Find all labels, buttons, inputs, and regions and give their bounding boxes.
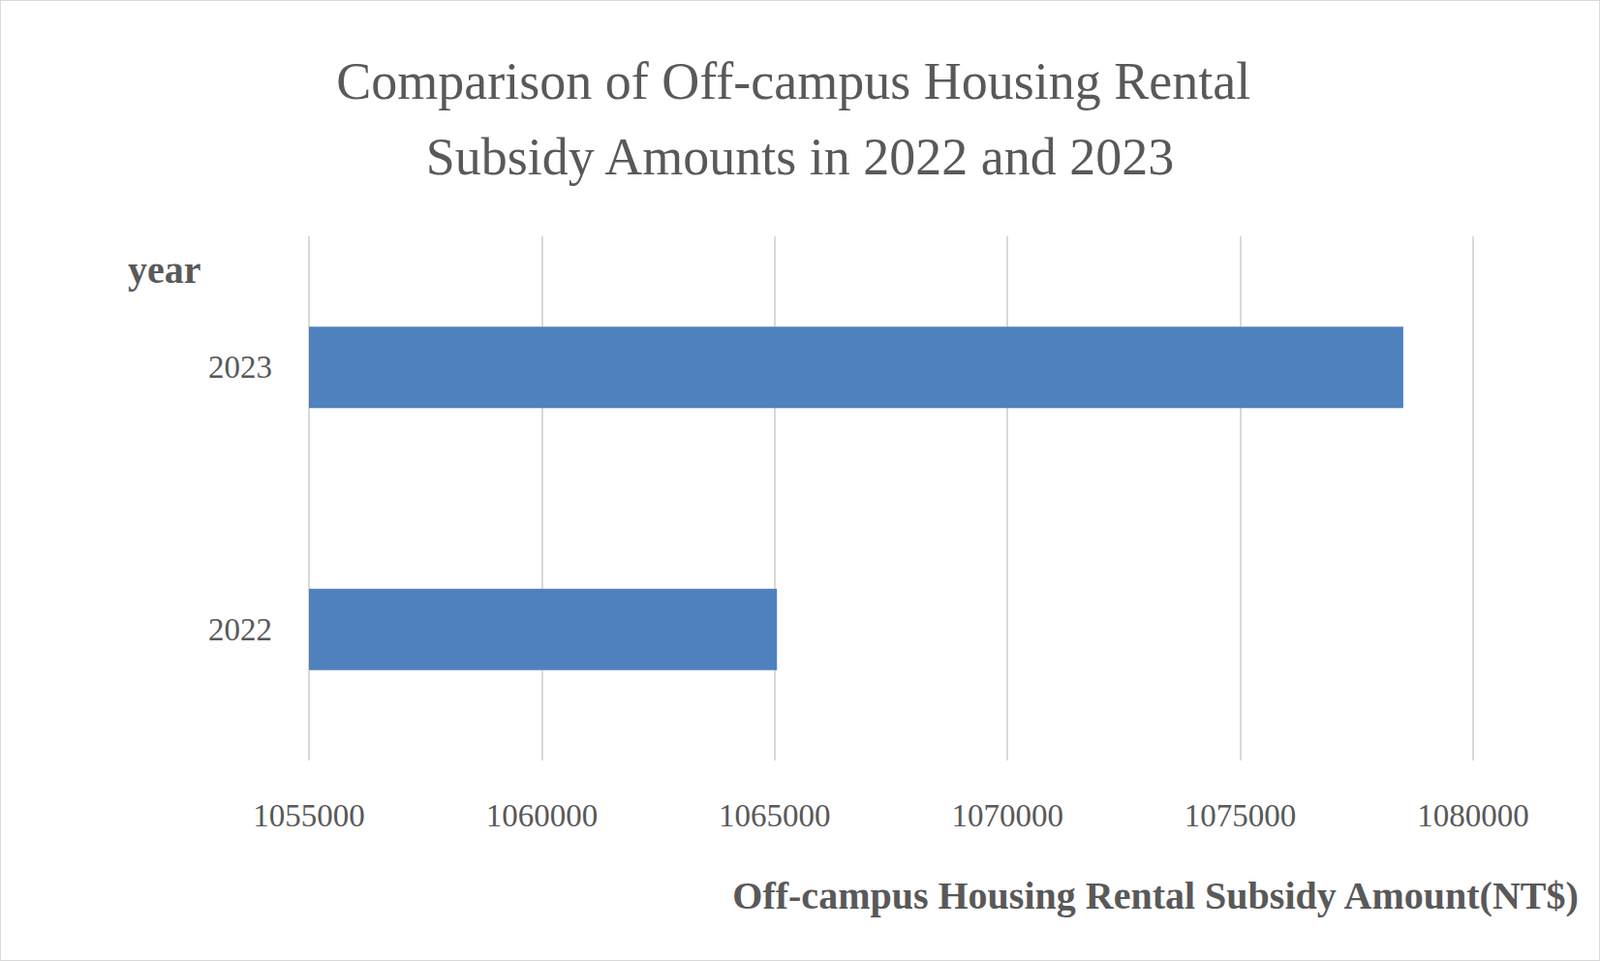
svg-text:2023: 2023 [208, 349, 273, 385]
svg-text:1055000: 1055000 [252, 798, 366, 833]
svg-text:1070000: 1070000 [951, 798, 1064, 833]
svg-text:Comparison of Off-campus Housi: Comparison of Off-campus Housing Rental [336, 52, 1263, 111]
svg-text:Off-campus Housing Rental Subs: Off-campus Housing Rental Subsidy Amount… [732, 873, 1579, 918]
svg-text:Subsidy Amounts in 2022 and 20: Subsidy Amounts in 2022 and 2023 [426, 127, 1175, 186]
svg-text:1060000: 1060000 [486, 798, 599, 833]
svg-text:year: year [127, 247, 202, 292]
svg-text:1075000: 1075000 [1184, 798, 1297, 833]
svg-text:1065000: 1065000 [718, 798, 831, 833]
svg-text:2022: 2022 [208, 612, 273, 647]
svg-text:1080000: 1080000 [1416, 798, 1530, 833]
